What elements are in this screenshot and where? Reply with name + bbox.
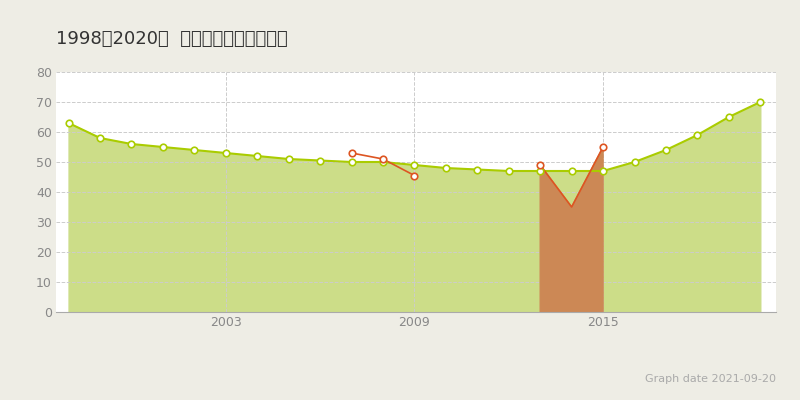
Point bbox=[377, 156, 390, 162]
Point bbox=[408, 172, 421, 179]
Point bbox=[597, 144, 610, 150]
Point bbox=[754, 99, 766, 105]
Point bbox=[345, 159, 358, 165]
Point bbox=[219, 150, 232, 156]
Point bbox=[722, 114, 735, 120]
Point bbox=[471, 166, 484, 173]
Point bbox=[125, 141, 138, 147]
Point bbox=[439, 165, 452, 171]
Point bbox=[314, 157, 326, 164]
Text: 1998～2020年  那覇市田原の地価推移: 1998～2020年 那覇市田原の地価推移 bbox=[56, 30, 288, 48]
Point bbox=[566, 168, 578, 174]
Point bbox=[534, 162, 546, 168]
Point bbox=[628, 159, 641, 165]
Point bbox=[659, 147, 672, 153]
Point bbox=[408, 162, 421, 168]
Point bbox=[377, 159, 390, 165]
Point bbox=[94, 135, 106, 141]
Point bbox=[157, 144, 170, 150]
Point bbox=[282, 156, 295, 162]
Point bbox=[691, 132, 704, 138]
Text: Graph date 2021-09-20: Graph date 2021-09-20 bbox=[645, 374, 776, 384]
Point bbox=[502, 168, 515, 174]
Point bbox=[534, 168, 546, 174]
Point bbox=[188, 147, 201, 153]
Polygon shape bbox=[540, 147, 603, 312]
Point bbox=[597, 168, 610, 174]
Point bbox=[345, 150, 358, 156]
Point bbox=[62, 120, 75, 126]
Point bbox=[251, 153, 264, 159]
